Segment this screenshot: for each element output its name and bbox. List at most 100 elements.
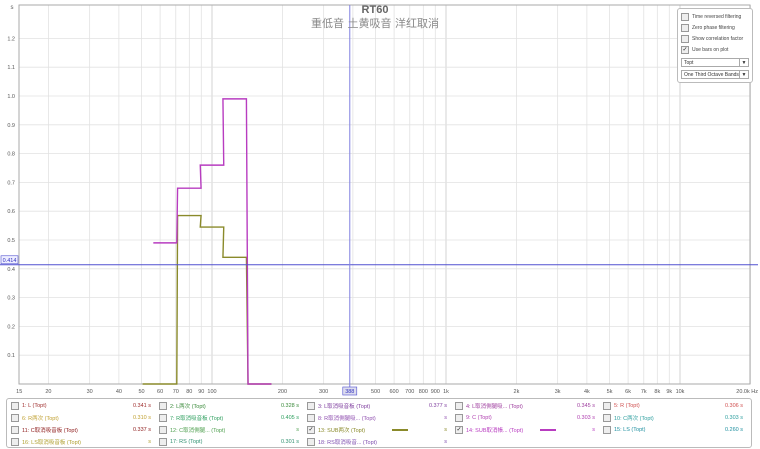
- legend-value: 0.377 s: [428, 402, 447, 409]
- x-tick-label: 300: [319, 389, 328, 395]
- legend-item[interactable]: 2: L两次 (Topt) 0.328 s: [159, 400, 299, 411]
- legend-value: s: [592, 426, 595, 433]
- x-tick-label: 5k: [607, 389, 613, 395]
- legend-item[interactable]: 11: C取消吸音板 (Topt) 0.337 s: [11, 424, 151, 435]
- legend-value: s: [444, 438, 447, 445]
- legend-label: 15: LS (Topt): [614, 426, 646, 433]
- legend-item[interactable]: 12: C取消側腿... (Topt) s: [159, 424, 299, 435]
- checkbox[interactable]: [603, 401, 611, 410]
- x-tick-label: 6k: [625, 389, 631, 395]
- checkbox[interactable]: [307, 413, 315, 422]
- cursor-x-label-box: [342, 386, 358, 396]
- legend-item[interactable]: ✓ 13: SUB两次 (Topt) s: [307, 424, 447, 435]
- checkbox[interactable]: [681, 35, 689, 43]
- checkbox-checked[interactable]: ✓: [307, 425, 315, 434]
- checkbox[interactable]: [11, 425, 19, 434]
- checkbox[interactable]: [603, 413, 611, 422]
- legend-label: 3: L取消吸音板 (Topt): [318, 403, 371, 410]
- checkbox[interactable]: [681, 13, 689, 21]
- checkbox[interactable]: [307, 401, 315, 410]
- legend-item[interactable]: 3: L取消吸音板 (Topt) 0.377 s: [307, 400, 447, 411]
- x-tick-label: 60: [157, 389, 163, 395]
- time-reversed-filtering-option[interactable]: Time reversed filtering: [681, 12, 741, 22]
- y-tick-label: 0.3: [7, 296, 15, 302]
- legend-item[interactable]: 18: RS取消吸音... (Topt) s: [307, 436, 447, 447]
- x-tick-label: 30: [87, 389, 93, 395]
- legend-value: 0.341 s: [132, 402, 151, 409]
- legend-item[interactable]: 4: L取消側腿吸... (Topt) 0.345 s: [455, 400, 595, 411]
- legend-label: 14: SUB取消帳... (Topt): [466, 427, 524, 434]
- metric-select[interactable]: Topt ▼: [681, 58, 749, 67]
- legend-label: 5: R (Topt): [614, 402, 640, 409]
- x-tick-label: 500: [371, 389, 380, 395]
- legend-value: 0.337 s: [132, 426, 151, 433]
- checkbox[interactable]: [603, 425, 611, 434]
- legend-value: 0.405 s: [280, 414, 299, 421]
- y-tick-label: 0.4: [7, 267, 15, 273]
- series-line: [153, 98, 272, 385]
- y-tick-label: 0.5: [7, 238, 15, 244]
- checkbox[interactable]: [159, 413, 167, 422]
- legend-item[interactable]: 1: L (Topt) 0.341 s: [11, 400, 151, 411]
- y-tick-label: 1.2: [7, 36, 15, 42]
- option-label: Zero phase filtering: [692, 25, 735, 31]
- x-tick-label: 20: [45, 389, 51, 395]
- checkbox[interactable]: [455, 401, 463, 410]
- checkbox-checked[interactable]: ✓: [455, 425, 463, 434]
- legend-value: s: [148, 438, 151, 445]
- checkbox[interactable]: [159, 401, 167, 410]
- legend-label: 4: L取消側腿吸... (Topt): [466, 403, 523, 410]
- legend-value: 0.303 s: [576, 414, 595, 421]
- checkbox[interactable]: [159, 437, 167, 446]
- x-tick-label: 20.0k Hz: [736, 389, 758, 395]
- legend-item[interactable]: 6: R两次 (Topt) 0.310 s: [11, 412, 151, 423]
- legend-value: 0.303 s: [724, 414, 743, 421]
- chart-subtitle: 重低音 土黄吸音 洋红取消: [311, 17, 439, 30]
- legend-item[interactable]: 9: C (Topt) 0.303 s: [455, 412, 595, 423]
- y-tick-label: 0.2: [7, 324, 15, 330]
- legend-item[interactable]: ✓ 14: SUB取消帳... (Topt) s: [455, 424, 595, 435]
- checkbox[interactable]: [681, 24, 689, 32]
- x-tick-label: 9k: [666, 389, 672, 395]
- x-tick-label: 10k: [676, 389, 685, 395]
- zero-phase-filtering-option[interactable]: Zero phase filtering: [681, 23, 735, 33]
- rt60-chart[interactable]: s 0.1 0.2 0.3 0.4 0.5 0.6 0.7 0.8 0.9 1.0 1.1 1.2 15 2…: [0, 0, 760, 398]
- band-select[interactable]: One Third Octave Bands ▼: [681, 70, 749, 79]
- checkbox[interactable]: [11, 413, 19, 422]
- checkbox[interactable]: [159, 425, 167, 434]
- y-tick-label: 1.1: [7, 65, 15, 71]
- legend-item[interactable]: 17: RS (Topt) 0.301 s: [159, 436, 299, 447]
- legend-item[interactable]: 10: C两次 (Topt) 0.303 s: [603, 412, 743, 423]
- show-correlation-option[interactable]: Show correlation factor: [681, 34, 743, 44]
- checkbox[interactable]: [307, 437, 315, 446]
- legend-value: 0.328 s: [280, 402, 299, 409]
- legend-label: 8: R取消側腿吸... (Topt): [318, 415, 376, 422]
- legend-label: 2: L两次 (Topt): [170, 403, 206, 410]
- legend-item[interactable]: 5: R (Topt) 0.306 s: [603, 400, 743, 411]
- y-tick-label: 1.0: [7, 94, 15, 100]
- x-tick-label: 40: [116, 389, 122, 395]
- x-tick-label: 200: [278, 389, 287, 395]
- checkbox[interactable]: [11, 437, 19, 446]
- option-label: Use bars on plot: [692, 47, 729, 53]
- checkbox-checked[interactable]: ✓: [681, 46, 689, 54]
- y-tick-label: 0.1: [7, 353, 15, 359]
- legend-item[interactable]: 7: R取消吸音板 (Topt) 0.405 s: [159, 412, 299, 423]
- x-tick-label: 700: [405, 389, 414, 395]
- legend-item[interactable]: 8: R取消側腿吸... (Topt) s: [307, 412, 447, 423]
- legend-value: 0.301 s: [280, 438, 299, 445]
- x-tick-label: 50: [138, 389, 144, 395]
- legend-value: s: [296, 426, 299, 433]
- controls-panel: Time reversed filtering Zero phase filte…: [677, 8, 753, 83]
- band-select-value: One Third Octave Bands: [684, 72, 739, 78]
- checkbox[interactable]: [11, 401, 19, 410]
- use-bars-option[interactable]: ✓ Use bars on plot: [681, 45, 728, 55]
- y-tick-label: 0.7: [7, 180, 15, 186]
- legend-label: 1: L (Topt): [22, 402, 47, 409]
- x-tick-label: 3k: [555, 389, 561, 395]
- y-tick-label: 0.6: [7, 209, 15, 215]
- legend-item[interactable]: 16: LS取消吸音板 (Topt) s: [11, 436, 151, 447]
- legend-item[interactable]: 15: LS (Topt) 0.260 s: [603, 424, 743, 435]
- x-tick-label: 600: [389, 389, 398, 395]
- checkbox[interactable]: [455, 413, 463, 422]
